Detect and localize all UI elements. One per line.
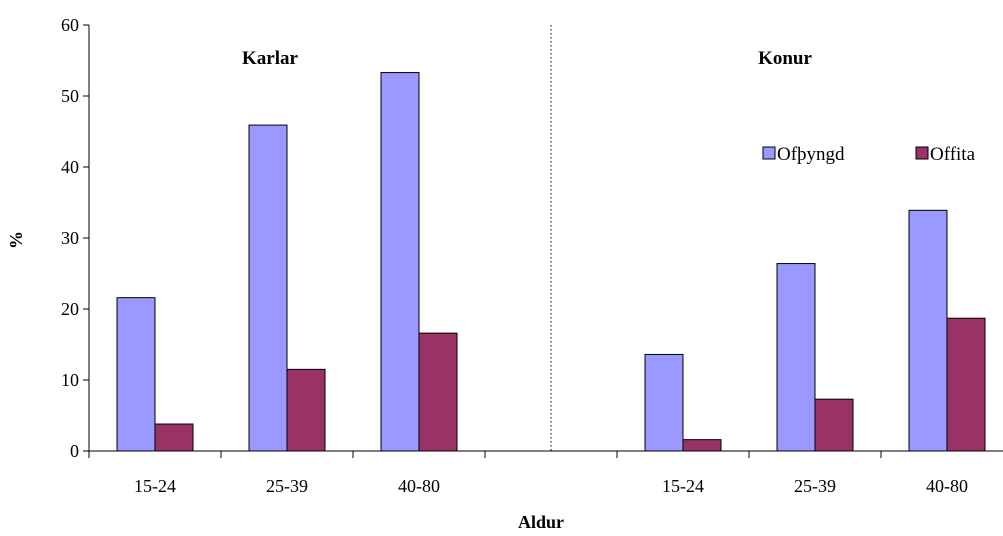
bar (776, 263, 816, 452)
y-tick-label: 60 (61, 15, 79, 35)
x-tick-label: 25-39 (794, 476, 836, 496)
bar (286, 368, 326, 452)
bar (418, 332, 458, 452)
legend-label: Ofþyngd (777, 144, 845, 165)
y-tick-label: 20 (61, 299, 79, 319)
x-tick-label: 25-39 (266, 476, 308, 496)
bar (154, 423, 194, 452)
y-tick-label: 30 (61, 228, 79, 248)
axes (83, 24, 1003, 458)
y-axis-title: % (6, 231, 26, 249)
bars (116, 72, 986, 452)
labels: 0 10 20 30 40 50 60 Karlar 15-24 25-39 40-80 Konur 1… (61, 15, 976, 496)
y-tick-label: 40 (61, 157, 79, 177)
bar (682, 439, 722, 452)
bar (380, 72, 420, 452)
y-tick-label: 50 (61, 86, 79, 106)
x-tick-label: 15-24 (134, 476, 176, 496)
legend-swatch (762, 146, 776, 160)
x-axis-title: Aldur (518, 512, 564, 532)
bar (814, 398, 854, 452)
panel-label: Karlar (242, 48, 298, 69)
bar (248, 124, 288, 452)
bar (644, 353, 684, 452)
bar (908, 209, 948, 452)
legend-label: Offita (930, 144, 976, 165)
panel-label: Konur (758, 48, 812, 69)
bar (116, 297, 156, 452)
y-tick-label: 10 (61, 370, 79, 390)
x-tick-label: 40-80 (926, 476, 968, 496)
bar (946, 317, 986, 452)
legend-swatch (915, 146, 929, 160)
x-tick-label: 15-24 (662, 476, 704, 496)
y-tick-label: 0 (70, 441, 79, 461)
x-tick-label: 40-80 (398, 476, 440, 496)
